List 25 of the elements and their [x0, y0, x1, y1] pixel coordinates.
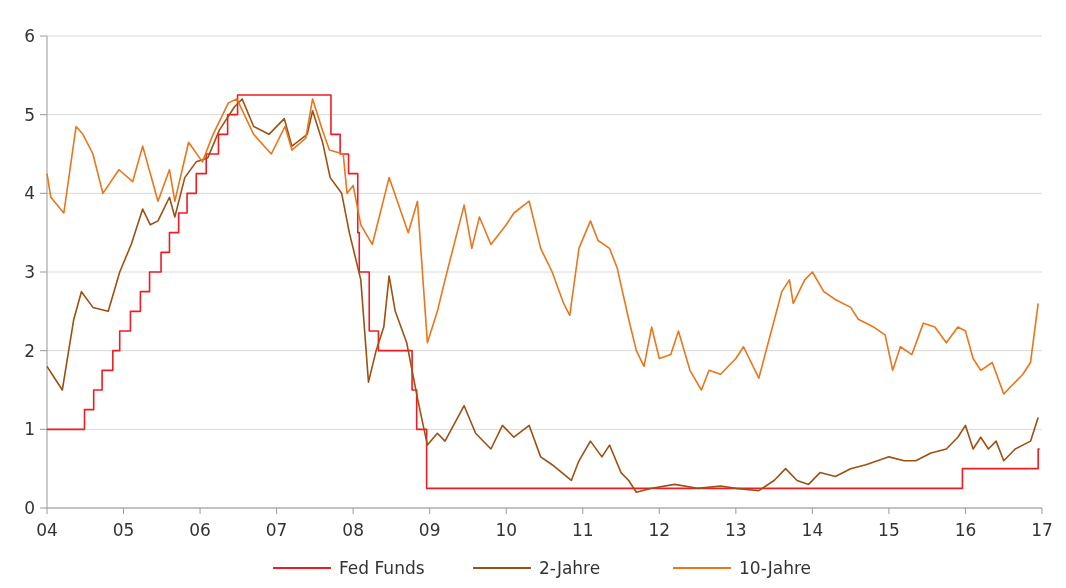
x-tick-label: 15 — [878, 520, 900, 540]
x-tick-label: 17 — [1031, 520, 1053, 540]
y-tick-label: 2 — [24, 340, 35, 361]
y-tick-label: 0 — [24, 497, 35, 518]
legend-label: 10-Jahre — [739, 557, 811, 578]
x-tick-label: 11 — [571, 520, 594, 540]
x-tick-label: 05 — [112, 520, 135, 540]
line-series — [46, 98, 1039, 395]
x-tick-label: 13 — [725, 520, 747, 540]
x-tick-label: 08 — [342, 520, 364, 540]
x-tick-label: 12 — [648, 520, 671, 540]
y-tick-label: 6 — [24, 25, 35, 46]
x-tick-label: 09 — [418, 520, 441, 540]
y-tick-label: 3 — [24, 261, 35, 282]
y-tick-label: 5 — [24, 104, 35, 125]
x-tick-label: 16 — [954, 520, 977, 540]
legend-label: 2-Jahre — [539, 557, 601, 578]
x-tick-label: 10 — [495, 520, 518, 540]
y-tick-label: 1 — [24, 419, 35, 440]
legend-label: Fed Funds — [339, 557, 425, 578]
y-tick-label: 4 — [24, 183, 35, 204]
x-tick-label: 04 — [36, 520, 58, 540]
x-tick-label: 07 — [265, 520, 288, 540]
x-tick-label: 14 — [801, 520, 824, 540]
x-tick-label: 06 — [189, 520, 211, 540]
